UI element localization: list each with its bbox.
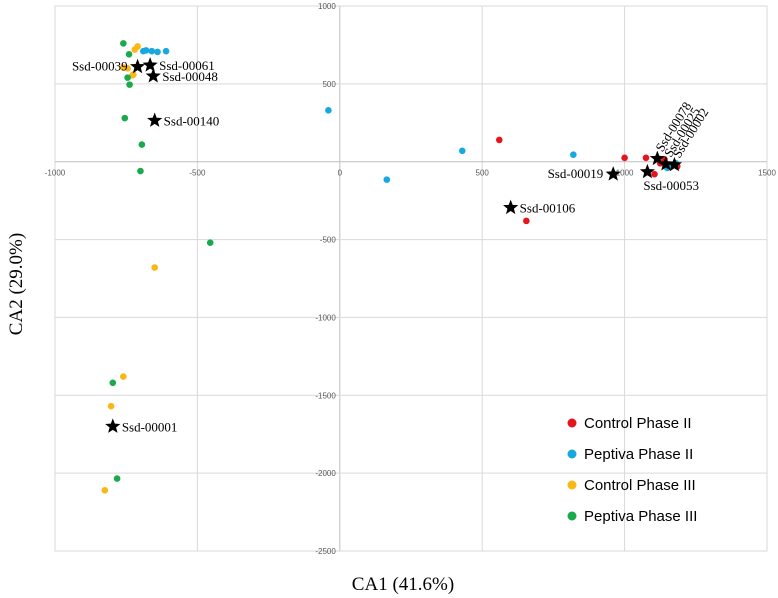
- x-axis-title: CA1 (41.6%): [352, 574, 454, 595]
- x-tick-label: 0: [338, 169, 343, 178]
- star-marker: [503, 199, 519, 215]
- data-point: [121, 114, 129, 122]
- data-point: [458, 147, 466, 155]
- data-point: [101, 486, 109, 494]
- data-point: [621, 154, 628, 162]
- data-point: [642, 154, 650, 162]
- data-point: [206, 239, 214, 246]
- annotation-label: Ssd-00106: [520, 201, 576, 216]
- annotation-label: Ssd-00039: [72, 59, 128, 74]
- x-tick-label: -1000: [45, 169, 66, 178]
- data-point: [495, 136, 503, 144]
- legend-marker: [567, 480, 577, 490]
- data-point: [651, 170, 658, 178]
- tick-labels: -1000 -500 0 500 1000 1500 -2500 -2000 -1500 -100…: [45, 2, 777, 556]
- x-tick-label: 1500: [758, 169, 776, 178]
- star-marker: [105, 418, 121, 433]
- data-point: [113, 475, 121, 482]
- data-point: [151, 264, 158, 271]
- data-point: [325, 107, 332, 114]
- star-marker: [658, 156, 674, 171]
- annotation-label: Ssd-00061: [159, 58, 215, 73]
- data-point: [523, 217, 530, 225]
- data-point: [107, 402, 115, 410]
- data-point: [383, 176, 391, 183]
- y-axis-title: CA2 (29.0%): [6, 233, 27, 335]
- data-point: [134, 43, 141, 50]
- y-tick-label: -500: [320, 236, 337, 245]
- data-point: [126, 81, 133, 88]
- annotation-label: Ssd-00001: [122, 419, 178, 434]
- grid-lines: [54, 5, 768, 552]
- plot-border: [54, 5, 768, 552]
- star-marker: [605, 166, 621, 181]
- y-tick-label: -1500: [315, 391, 336, 400]
- annotation-label: Ssd-00053: [643, 178, 699, 193]
- data-point: [109, 379, 117, 387]
- data-point: [120, 64, 127, 71]
- data-point: [120, 373, 127, 380]
- y-tick-label: 500: [322, 80, 336, 89]
- legend: Control Phase II Peptiva Phase II Control …: [567, 415, 697, 525]
- x-tick-label: 1000: [616, 169, 634, 178]
- y-tick-label: -2000: [315, 469, 336, 478]
- legend-marker: [567, 418, 577, 428]
- data-point: [125, 50, 133, 58]
- legend-label: Control Phase II: [584, 415, 692, 432]
- data-point: [124, 74, 131, 81]
- star-marker: [147, 112, 163, 127]
- annotation-label: Ssd-00048: [162, 69, 218, 84]
- data-point: [120, 40, 127, 47]
- star-marker: [639, 163, 655, 179]
- data-point: [138, 141, 146, 148]
- data-point: [570, 151, 577, 159]
- data-point: [148, 47, 156, 55]
- star-marker: [129, 58, 146, 74]
- star-marker: [649, 150, 665, 166]
- star-marker: [142, 57, 158, 72]
- y-tick-label: -1000: [315, 313, 336, 322]
- annotation-label: Ssd-00019: [548, 166, 604, 181]
- legend-label: Control Phase III: [584, 477, 696, 494]
- data-point: [137, 167, 144, 175]
- legend-label: Peptiva Phase II: [584, 446, 693, 463]
- y-tick-label: 1000: [318, 2, 336, 11]
- data-point: [162, 47, 170, 55]
- star-marker: [666, 156, 683, 172]
- y-tick-label: -2500: [315, 547, 336, 556]
- x-tick-label: 500: [476, 169, 490, 178]
- star-marker: [145, 68, 161, 83]
- data-point: [154, 48, 161, 56]
- legend-label: Peptiva Phase III: [584, 508, 697, 525]
- data-point: [142, 47, 150, 54]
- legend-marker: [567, 449, 577, 459]
- x-tick-label: -500: [189, 169, 206, 178]
- annotation-label: Ssd-00140: [164, 113, 220, 128]
- legend-marker: [567, 511, 577, 521]
